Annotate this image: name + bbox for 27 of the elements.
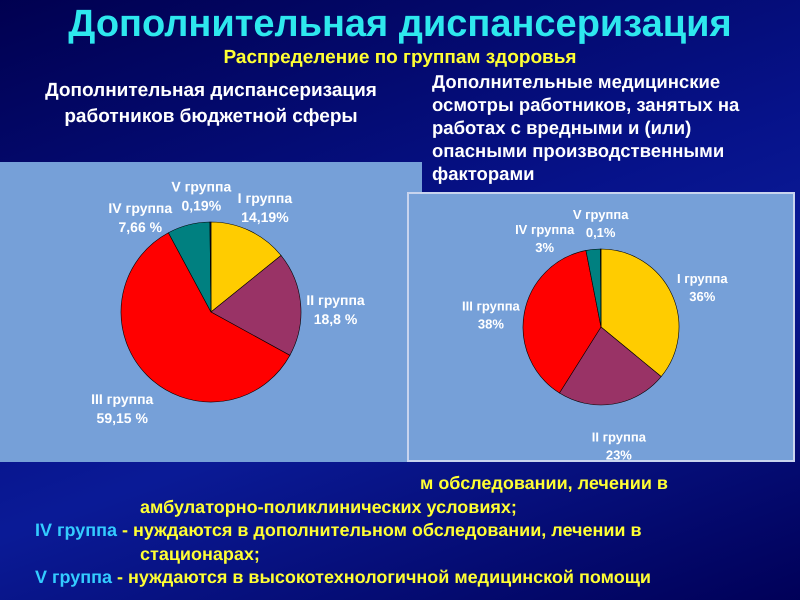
- text: м обследовании, лечении в амбулаторно-поликлинических условиях;: [139, 472, 669, 519]
- slice-label: V группа: [572, 207, 630, 222]
- slice-label: I группа: [677, 271, 728, 286]
- slice-label: III группа: [462, 298, 521, 314]
- text: IV группа - нуждаются в дополнительном обследовании, лечении в стационарах;: [35, 520, 642, 564]
- data-label: 59,15 %: [96, 410, 148, 426]
- data-label: 0,1%: [586, 225, 616, 240]
- slice-label: I группа: [238, 190, 292, 206]
- chart-title: Дополнительные медицинские осмотры работников, занятых на работах с вредными и (или) опасными производственными факторами: [431, 70, 740, 186]
- slice-label: II группа: [306, 292, 365, 308]
- data-label: 38%: [478, 316, 504, 332]
- data-label: 0,19%: [181, 197, 222, 214]
- chart-title: Дополнительная диспансеризация работников бюджетной сферы: [44, 79, 378, 129]
- slice-label: III группа: [91, 390, 154, 407]
- text: V группа - нуждаются в высокотехнологичной медицинской помощи: [35, 567, 651, 587]
- data-label: 36%: [689, 289, 716, 304]
- data-label: 7,66 %: [118, 218, 163, 235]
- data-label: 23%: [606, 448, 632, 463]
- text: Дополнительная диспансеризация: [67, 2, 733, 46]
- text: Распределение по группам здоровья: [222, 46, 578, 70]
- data-label: 14,19%: [241, 209, 290, 226]
- slice-label: V группа: [171, 178, 232, 194]
- slice-label: IV группа: [108, 200, 172, 216]
- slice-label: IV группа: [515, 222, 576, 238]
- data-label: 18,8 %: [314, 310, 358, 327]
- slice-label: II группа: [592, 430, 647, 445]
- data-label: 3%: [535, 240, 555, 256]
